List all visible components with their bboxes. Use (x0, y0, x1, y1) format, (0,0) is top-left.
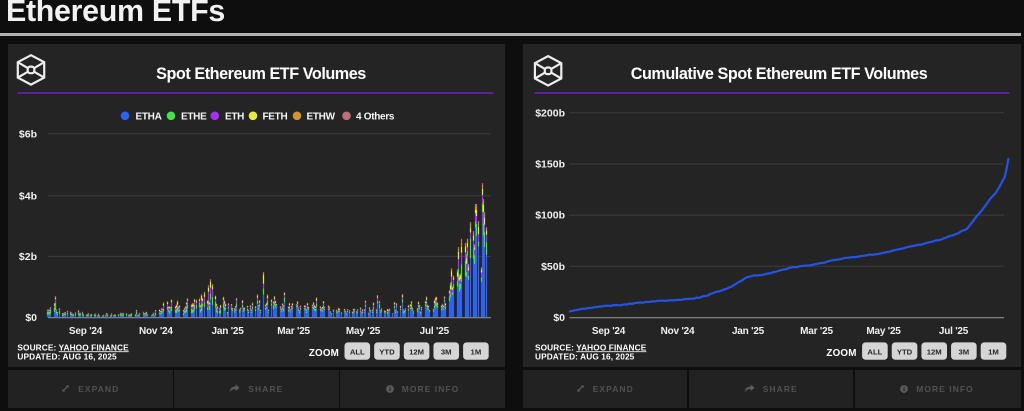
svg-text:SOURCE: YAHOO FINANCE: SOURCE: YAHOO FINANCE (17, 342, 129, 352)
svg-text:ZOOM: ZOOM (826, 347, 856, 358)
svg-text:Jul '25: Jul '25 (938, 326, 968, 337)
svg-text:Jan '25: Jan '25 (212, 326, 245, 337)
svg-text:Nov '24: Nov '24 (660, 326, 694, 337)
svg-text:12M: 12M (409, 347, 424, 356)
svg-text:FETH: FETH (263, 111, 288, 122)
svg-text:$100b: $100b (535, 209, 565, 221)
svg-text:YTD: YTD (896, 347, 912, 356)
svg-text:ETH: ETH (225, 111, 244, 122)
svg-text:ALL: ALL (867, 347, 882, 356)
svg-text:3M: 3M (441, 347, 452, 356)
svg-text:Sep '24: Sep '24 (69, 326, 103, 337)
svg-text:Jul '25: Jul '25 (420, 326, 450, 337)
svg-text:Sep '24: Sep '24 (591, 326, 625, 337)
svg-text:$50b: $50b (541, 260, 565, 272)
svg-text:$150b: $150b (535, 158, 565, 170)
svg-text:$4b: $4b (19, 190, 37, 202)
svg-text:UPDATED: AUG 16, 2025: UPDATED: AUG 16, 2025 (535, 351, 635, 361)
svg-text:ETHA: ETHA (136, 111, 162, 122)
svg-text:ETHE: ETHE (181, 111, 207, 122)
svg-text:1M: 1M (988, 347, 999, 356)
svg-text:Mar '25: Mar '25 (277, 326, 310, 337)
svg-text:3M: 3M (958, 347, 969, 356)
svg-text:12M: 12M (926, 347, 941, 356)
svg-text:4 Others: 4 Others (356, 111, 395, 122)
svg-text:UPDATED: AUG 16, 2025: UPDATED: AUG 16, 2025 (17, 351, 117, 361)
svg-text:Nov '24: Nov '24 (139, 326, 173, 337)
svg-text:ETHW: ETHW (307, 111, 336, 122)
svg-text:Mar '25: Mar '25 (800, 326, 833, 337)
svg-text:ALL: ALL (350, 347, 365, 356)
svg-text:1M: 1M (471, 347, 482, 356)
svg-text:Jan '25: Jan '25 (731, 326, 764, 337)
svg-text:$6b: $6b (19, 128, 37, 140)
svg-text:$0: $0 (553, 312, 565, 324)
svg-text:$2b: $2b (19, 251, 37, 263)
svg-text:Cumulative Spot Ethereum ETF V: Cumulative Spot Ethereum ETF Volumes (630, 65, 927, 83)
svg-text:May '25: May '25 (346, 326, 381, 337)
svg-text:YTD: YTD (379, 347, 395, 356)
svg-text:SOURCE: YAHOO FINANCE: SOURCE: YAHOO FINANCE (535, 342, 647, 352)
svg-text:Spot Ethereum ETF Volumes: Spot Ethereum ETF Volumes (156, 65, 366, 83)
svg-text:$200b: $200b (535, 107, 565, 119)
svg-text:ZOOM: ZOOM (309, 347, 339, 358)
svg-text:$0: $0 (25, 312, 37, 324)
svg-text:May '25: May '25 (866, 326, 901, 337)
